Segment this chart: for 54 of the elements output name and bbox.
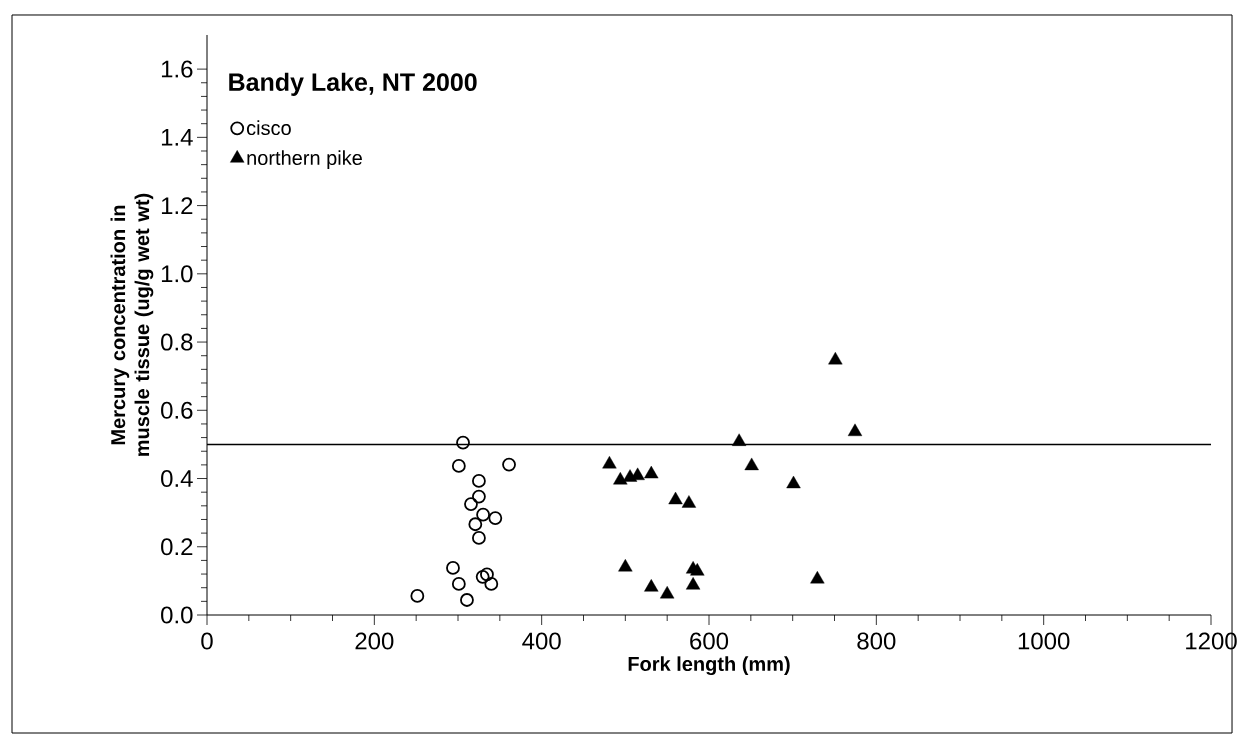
point [828, 351, 843, 365]
x-tick-label: 800 [857, 632, 896, 650]
point [644, 465, 659, 479]
y-tick-label: 0.0 [161, 606, 193, 624]
x-tick-label: 400 [522, 632, 561, 650]
point [644, 579, 659, 592]
legend-label: cisco [246, 120, 291, 136]
point [472, 530, 486, 545]
point [472, 474, 486, 488]
point [468, 517, 483, 532]
point [464, 497, 478, 512]
point [460, 593, 474, 607]
point [660, 585, 675, 599]
point [410, 588, 425, 603]
point [476, 507, 490, 522]
text: Bandy Lake, NT 2000 [229, 72, 477, 96]
y-tick-label: 0.4 [161, 470, 193, 488]
point [472, 489, 486, 504]
y-axis-title: Mercury concentration in muscle tissue (ug/g wet wt) [110, 193, 154, 456]
x-tick-label: 0 [201, 632, 213, 650]
point [810, 570, 825, 584]
point [488, 511, 503, 526]
point [602, 456, 617, 469]
y-tick-label: 1.0 [161, 265, 193, 283]
x-tick-label: 1200 [1186, 632, 1237, 650]
point [475, 569, 490, 584]
y-tick-label: 0.6 [161, 401, 193, 419]
point [446, 561, 460, 575]
point [618, 559, 633, 572]
point [847, 423, 863, 436]
point [456, 435, 470, 450]
point [681, 495, 697, 508]
point [451, 459, 466, 473]
point [480, 567, 494, 582]
legend-label: northern pike [247, 150, 362, 169]
point [690, 563, 705, 576]
y-tick-label: 0.8 [161, 333, 193, 351]
x-tick-label: 600 [690, 632, 729, 650]
point [451, 577, 466, 591]
point [744, 457, 759, 471]
y-tick-label: 1.6 [161, 60, 193, 78]
point [613, 472, 628, 485]
point [786, 475, 801, 489]
point [668, 491, 683, 505]
x-tick-label: 1000 [1018, 632, 1070, 650]
point [732, 433, 747, 446]
point [502, 457, 516, 472]
point [484, 577, 499, 591]
y-tick-label: 1.4 [161, 129, 193, 146]
point [685, 577, 701, 590]
y-tick-label: 0.2 [161, 538, 193, 556]
x-axis-title: Fork length (mm) [628, 656, 790, 676]
x-tick-label: 200 [355, 632, 394, 650]
y-tick-label: 1.2 [161, 197, 193, 214]
